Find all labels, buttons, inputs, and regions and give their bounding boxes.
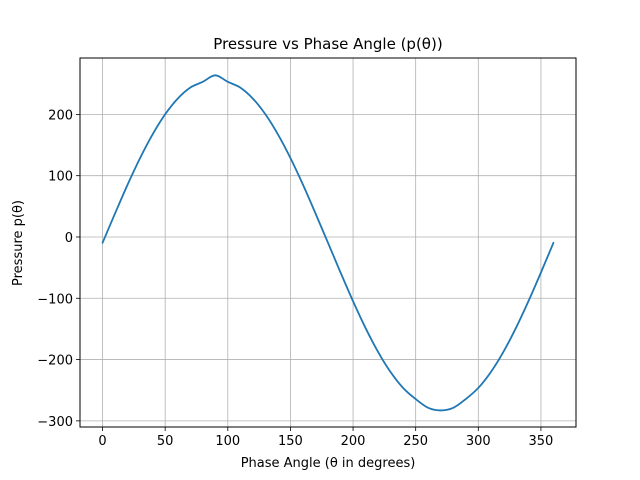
y-axis-label: Pressure p(θ): [11, 200, 26, 286]
plot-area-frame: [79, 57, 577, 428]
series-layer: [101, 74, 555, 412]
y-tick-label: 0: [65, 231, 73, 246]
x-tick-label: 150: [278, 434, 303, 449]
y-tick-label: 100: [48, 170, 73, 185]
x-tick-label: 350: [529, 434, 554, 449]
y-tick-label: 200: [48, 108, 73, 123]
x-tick-label: 100: [215, 434, 240, 449]
y-tick-label: −200: [37, 354, 73, 369]
pressure-series-line: [101, 74, 555, 412]
x-tick-label: 300: [466, 434, 491, 449]
x-tick-label: 50: [157, 434, 174, 449]
x-tick-label: 200: [341, 434, 366, 449]
grid: [80, 58, 576, 427]
x-tick-label: 250: [403, 434, 428, 449]
x-axis-label: Phase Angle (θ in degrees): [241, 456, 416, 471]
x-tick-label: 0: [98, 434, 106, 449]
chart-title: Pressure vs Phase Angle (p(θ)): [213, 35, 442, 53]
axis-ticks: 0 50 100 150 200 250 300 350 −300 −200 −100 0 100 200: [37, 108, 553, 449]
y-tick-label: −100: [37, 292, 73, 307]
y-tick-label: −300: [37, 415, 73, 430]
